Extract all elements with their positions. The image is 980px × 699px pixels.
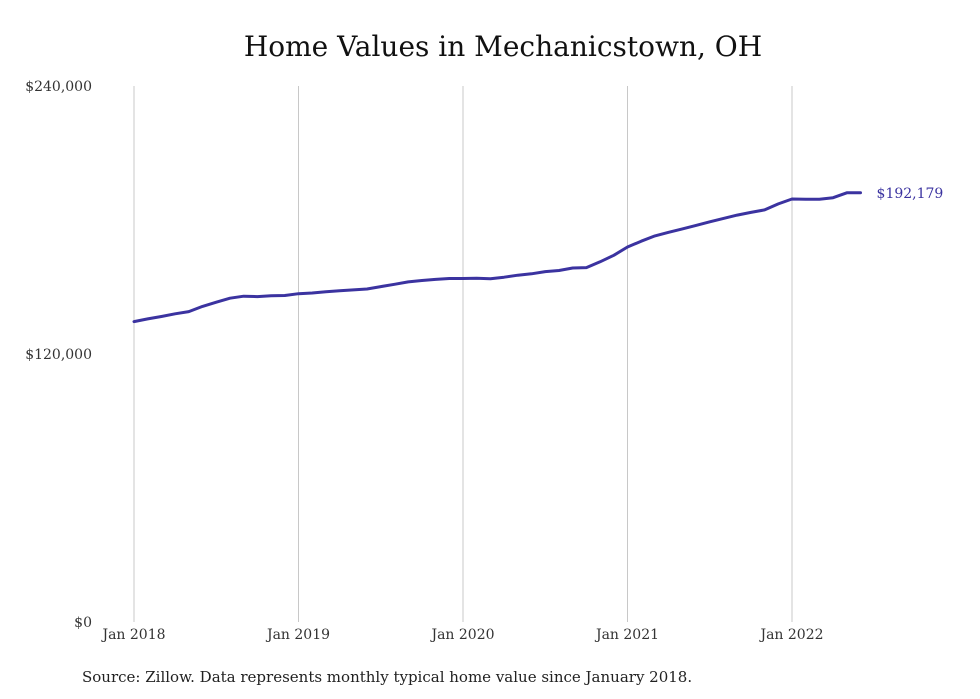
x-axis-ticks: Jan 2018 Jan 2019 Jan 2020 Jan 2021 Jan 2022 [100,627,823,643]
source-note: Source: Zillow. Data represents monthly … [82,668,693,686]
gridlines [133,86,793,622]
y-tick-label: $0 [74,615,92,631]
end-value-label: $192,179 [877,186,944,202]
x-tick-label: Jan 2018 [100,627,165,643]
x-tick-label: Jan 2021 [594,627,659,643]
y-tick-label: $120,000 [25,347,92,363]
chart-title: Home Values in Mechanicstown, OH [243,30,763,63]
y-tick-label: $240,000 [25,79,92,95]
x-tick-label: Jan 2022 [758,627,823,643]
x-tick-label: Jan 2019 [265,627,330,643]
y-axis-ticks: $0 $120,000 $240,000 [25,79,92,631]
line-chart: $0$120,000$240,000 Jan 2018 Jan 2019 Jan 2… [25,79,944,643]
x-tick-label: Jan 2020 [429,627,494,643]
series-line [132,191,862,324]
